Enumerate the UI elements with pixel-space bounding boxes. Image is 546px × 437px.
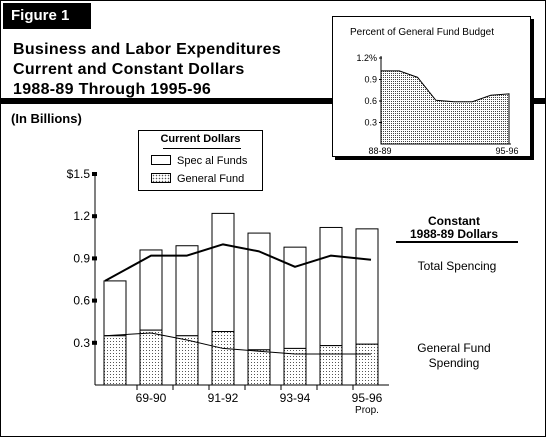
- y-tick-mark: [92, 214, 97, 219]
- bar-general-fund: [247, 349, 271, 386]
- gf-spending-label: General Fund Spending: [399, 341, 509, 371]
- white-swatch-icon: [151, 155, 171, 165]
- y-tick-label: $1.5: [67, 167, 91, 181]
- constant-title-line-2: 1988-89 Dollars: [409, 227, 499, 241]
- inset-x-start-label: 88-89: [368, 146, 391, 156]
- bar-general-fund: [319, 345, 343, 386]
- dotted-swatch-icon: [151, 173, 171, 183]
- main-plot-area: $1.5 1.2 0.9 0.6 0.3 69-90 91-92 93-94 95-96Prop…: [67, 167, 389, 416]
- y-tick-label: 0.9: [73, 251, 90, 265]
- y-tick-mark: [92, 298, 97, 303]
- legend-title-underline: [163, 148, 241, 149]
- x-tick-label: 93-94: [280, 391, 311, 405]
- title-line-1: Business and Labor Expenditures: [13, 41, 282, 58]
- inset-y-tick-label: 0.9: [364, 75, 377, 85]
- bar-special-funds: [175, 245, 199, 337]
- bar-general-fund: [211, 331, 235, 386]
- y-tick-label: 1.2: [73, 209, 90, 223]
- y-tick-mark: [92, 340, 97, 345]
- inset-chart: Percent of General Fund Budget 1.2% 0.9 0.…: [350, 27, 519, 164]
- y-tick-label: 0.3: [73, 336, 90, 350]
- bar-general-fund: [103, 335, 127, 386]
- legend-title: Current Dollars: [160, 133, 241, 145]
- inset-title: Percent of General Fund Budget: [350, 27, 494, 38]
- legend-special-funds-label: Spec al Funds: [177, 155, 248, 167]
- inset-area: [380, 70, 510, 145]
- constant-title-line-1: Constant: [428, 214, 480, 228]
- x-tick-label: 69-90: [136, 391, 167, 405]
- bar-special-funds: [103, 280, 127, 337]
- x-tick-label: 95-96: [352, 391, 383, 405]
- gf-spending-label-line-2: Spending: [428, 356, 480, 370]
- total-spending-label: Total Spencing: [417, 259, 497, 273]
- legend-item-general-fund: General Fund: [151, 173, 244, 185]
- x-tick-sublabel: Prop.: [355, 405, 379, 416]
- inset-y-tick-label: 0.6: [364, 96, 377, 106]
- bar-general-fund: [355, 343, 379, 386]
- bar-special-funds: [319, 226, 343, 347]
- y-tick-mark: [92, 256, 97, 261]
- figure-label: Figure 1: [3, 3, 91, 29]
- bar-general-fund: [175, 335, 199, 386]
- bar-special-funds: [139, 249, 163, 331]
- x-tick-label: 91-92: [208, 391, 239, 405]
- gf-spending-label-line-1: General Fund: [417, 341, 491, 355]
- total-spending-line: [104, 243, 372, 282]
- bar-special-funds: [283, 246, 307, 349]
- legend-general-fund-label: General Fund: [177, 173, 245, 185]
- bar-special-funds: [355, 228, 379, 345]
- constant-dollars-title: Constant 1988-89 Dollars: [399, 215, 509, 241]
- title-line-3: 1988-89 Through 1995-96: [13, 81, 212, 98]
- legend-item-special-funds: Spec al Funds: [151, 155, 247, 167]
- inset-y-tick-label: 1.2%: [356, 53, 377, 63]
- title-line-2: Current and Constant Dollars: [13, 61, 245, 78]
- title-rule: [1, 98, 545, 104]
- y-tick-mark: [92, 172, 97, 176]
- inset-x-end-label: 95-96: [495, 146, 518, 156]
- constant-title-underline: [396, 241, 518, 243]
- bar-general-fund: [139, 329, 163, 386]
- current-dollars-legend: Current Dollars Spec al Funds General Fu…: [138, 130, 263, 191]
- gf-spending-line: [104, 332, 371, 355]
- y-tick-label: 0.6: [73, 294, 90, 308]
- inset-y-tick-label: 0.3: [364, 118, 377, 128]
- inset-chart-box: Percent of General Fund Budget 1.2% 0.9 0.…: [332, 16, 531, 164]
- bar-special-funds: [211, 212, 235, 333]
- units-label: (In Billions): [11, 111, 82, 126]
